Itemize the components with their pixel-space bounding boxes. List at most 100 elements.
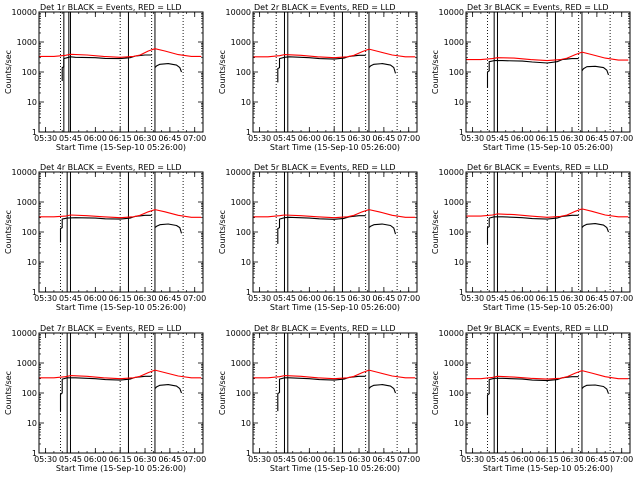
- events-series-line: [277, 375, 366, 412]
- x-tick-label: 07:00: [183, 134, 206, 143]
- x-tick-label: 05:30: [461, 294, 484, 303]
- x-tick-label: 06:15: [323, 455, 346, 464]
- plot-frame: [465, 171, 631, 293]
- y-tick-label: 1: [459, 449, 464, 458]
- x-tick-label: 05:45: [59, 455, 82, 464]
- y-tick-label: 100: [449, 228, 464, 237]
- y-tick-label: 1: [459, 288, 464, 297]
- x-tick-label: 06:45: [158, 455, 181, 464]
- x-tick-label: 07:00: [183, 455, 206, 464]
- x-tick-label: 06:30: [133, 134, 156, 143]
- plot-frame: [252, 171, 418, 293]
- y-tick-label: 100: [449, 389, 464, 398]
- events-series-line: [59, 214, 152, 243]
- x-tick-label: 06:15: [109, 294, 132, 303]
- x-tick-label: 06:00: [84, 134, 107, 143]
- y-tick-label: 10: [241, 98, 251, 107]
- lld-series-line: [39, 369, 202, 380]
- x-axis-label: Start Time (15-Sep-10 05:26:00): [56, 143, 186, 152]
- y-tick-label: 1: [246, 128, 251, 137]
- y-tick-label: 100: [22, 68, 37, 77]
- y-tick-label: 100: [449, 68, 464, 77]
- x-axis-label: Start Time (15-Sep-10 05:26:00): [56, 464, 186, 473]
- detector-panel-2: 1 10 100 1000 10000 05:30 05:45 06:00 06:15 06:30…: [218, 3, 420, 152]
- y-tick-label: 10: [454, 98, 464, 107]
- events-series-line: [277, 54, 366, 83]
- events-series-line: [154, 384, 183, 394]
- detector-panel-7: 1 10 100 1000 10000 05:30 05:45 06:00 06:15 06:30…: [4, 324, 206, 473]
- x-tick-label: 06:30: [133, 294, 156, 303]
- panel-title: Det 2r BLACK = Events, RED = LLD: [254, 3, 396, 12]
- x-axis-label: Start Time (15-Sep-10 05:26:00): [483, 464, 613, 473]
- lld-series-line: [466, 208, 629, 218]
- x-tick-label: 05:45: [486, 134, 509, 143]
- x-tick-label: 07:00: [610, 134, 633, 143]
- y-tick-label: 1000: [444, 38, 464, 47]
- events-series-line: [154, 63, 183, 73]
- x-tick-label: 07:00: [610, 455, 633, 464]
- lld-series-line: [466, 51, 629, 62]
- y-axis-label: Counts/sec: [431, 50, 440, 94]
- panel-title: Det 9r BLACK = Events, RED = LLD: [467, 324, 609, 333]
- y-tick-label: 1000: [17, 359, 37, 368]
- y-tick-label: 10: [454, 258, 464, 267]
- x-tick-label: 06:00: [511, 455, 534, 464]
- lld-series-line: [253, 209, 416, 219]
- y-axis-label: Counts/sec: [218, 210, 227, 254]
- y-tick-label: 10: [27, 98, 37, 107]
- y-tick-label: 1: [246, 288, 251, 297]
- events-series-line: [368, 223, 397, 235]
- x-tick-label: 06:45: [158, 294, 181, 303]
- y-axis-label: Counts/sec: [218, 50, 227, 94]
- x-tick-label: 05:30: [461, 455, 484, 464]
- y-axis-label: Counts/sec: [4, 210, 13, 254]
- x-tick-label: 06:30: [560, 294, 583, 303]
- plot-frame: [465, 332, 631, 454]
- y-tick-label: 10: [241, 258, 251, 267]
- x-axis-label: Start Time (15-Sep-10 05:26:00): [270, 464, 400, 473]
- events-series-line: [486, 214, 579, 244]
- panel-title: Det 4r BLACK = Events, RED = LLD: [40, 163, 182, 172]
- x-axis-label: Start Time (15-Sep-10 05:26:00): [483, 303, 613, 312]
- y-tick-label: 10000: [12, 8, 37, 17]
- events-series-line: [61, 54, 152, 81]
- x-tick-label: 05:30: [248, 455, 271, 464]
- x-tick-label: 05:30: [248, 294, 271, 303]
- x-axis-label: Start Time (15-Sep-10 05:26:00): [270, 303, 400, 312]
- events-series-line: [486, 376, 579, 416]
- panel-title: Det 5r BLACK = Events, RED = LLD: [254, 163, 396, 172]
- x-tick-label: 05:45: [273, 294, 296, 303]
- x-tick-label: 06:45: [158, 134, 181, 143]
- x-tick-label: 06:15: [536, 294, 559, 303]
- x-tick-label: 06:30: [560, 455, 583, 464]
- panel-title: Det 6r BLACK = Events, RED = LLD: [467, 163, 609, 172]
- detector-panel-9: 1 10 100 1000 10000 05:30 05:45 06:00 06:15 06:30…: [431, 324, 633, 473]
- detector-panel-5: 1 10 100 1000 10000 05:30 05:45 06:00 06:15 06:30…: [218, 163, 420, 312]
- y-tick-label: 1: [32, 128, 37, 137]
- x-tick-label: 06:30: [560, 134, 583, 143]
- x-tick-label: 06:45: [372, 134, 395, 143]
- x-tick-label: 06:00: [298, 134, 321, 143]
- x-tick-label: 06:45: [585, 134, 608, 143]
- events-series-line: [581, 65, 610, 76]
- y-tick-label: 1000: [444, 198, 464, 207]
- x-tick-label: 07:00: [397, 455, 420, 464]
- y-tick-label: 10000: [439, 329, 464, 338]
- y-tick-label: 1000: [231, 38, 251, 47]
- plot-frame: [465, 11, 631, 133]
- y-axis-label: Counts/sec: [431, 210, 440, 254]
- y-tick-label: 10000: [226, 168, 251, 177]
- y-tick-label: 1000: [444, 359, 464, 368]
- y-axis-label: Counts/sec: [431, 371, 440, 415]
- x-tick-label: 06:30: [347, 134, 370, 143]
- x-tick-label: 06:45: [585, 294, 608, 303]
- plot-frame: [252, 332, 418, 454]
- y-tick-label: 100: [236, 228, 251, 237]
- lld-series-line: [39, 209, 202, 219]
- events-series-line: [368, 63, 397, 74]
- y-tick-label: 10: [27, 419, 37, 428]
- x-tick-label: 06:30: [347, 294, 370, 303]
- events-series-line: [59, 375, 152, 412]
- events-series-line: [277, 215, 366, 244]
- detector-panel-4: 1 10 100 1000 10000 05:30 05:45 06:00 06:15 06:30…: [4, 163, 206, 312]
